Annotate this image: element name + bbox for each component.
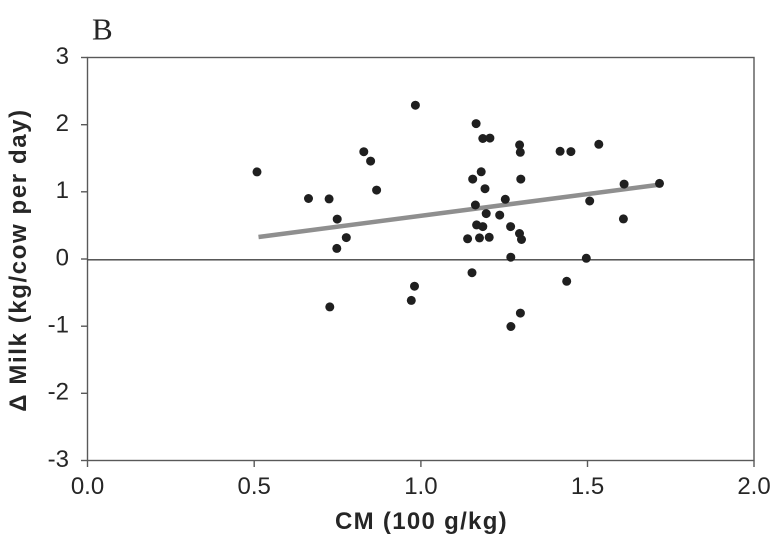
svg-text:0.5: 0.5	[238, 473, 271, 500]
svg-text:B: B	[92, 12, 113, 47]
svg-text:-2: -2	[48, 379, 69, 406]
svg-text:3: 3	[56, 43, 69, 70]
svg-text:2: 2	[56, 110, 69, 137]
svg-text:1.5: 1.5	[571, 473, 604, 500]
svg-text:-1: -1	[48, 312, 69, 339]
svg-text:Δ Milk (kg/cow per day): Δ Milk (kg/cow per day)	[5, 108, 32, 411]
svg-text:-3: -3	[48, 446, 69, 473]
svg-text:0.0: 0.0	[71, 473, 104, 500]
svg-text:0: 0	[56, 245, 69, 272]
svg-text:1.0: 1.0	[404, 473, 437, 500]
svg-text:CM (100 g/kg): CM (100 g/kg)	[335, 508, 508, 534]
svg-text:1: 1	[56, 177, 69, 204]
svg-text:2.0: 2.0	[737, 473, 770, 500]
